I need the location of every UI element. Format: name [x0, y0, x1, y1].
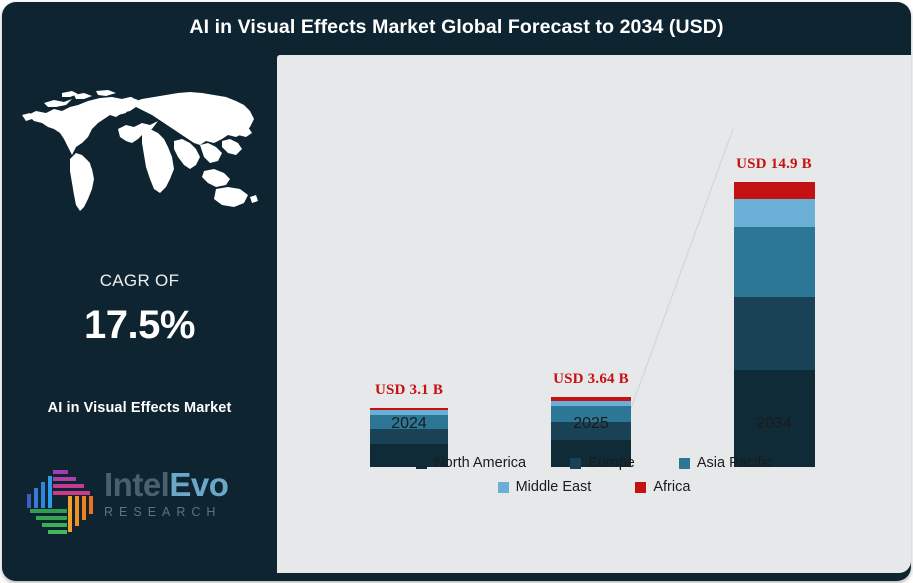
- bar-stack[interactable]: [733, 182, 815, 467]
- legend-label: Europe: [588, 455, 635, 471]
- logo-word-primary: Intel: [104, 466, 170, 503]
- stacked-bar-chart: USD 3.1 B 2024 USD 3.64 B 2025 USD 14.9 B 203…: [277, 55, 911, 573]
- bar-segment[interactable]: [370, 410, 448, 416]
- x-axis-label: 2034: [756, 415, 792, 432]
- bar-segment[interactable]: [551, 439, 631, 467]
- legend-label: Middle East: [515, 479, 592, 495]
- sidebar: CAGR OF 17.5% AI in Visual Effects Marke…: [2, 55, 277, 581]
- chart-legend: North America Europe Asia Pacific Middle E…: [277, 455, 911, 503]
- x-axis-label: 2025: [573, 415, 609, 432]
- bar-group: USD 14.9 B 2034: [694, 55, 854, 573]
- bar-segment[interactable]: [370, 428, 448, 444]
- cagr-value: 17.5%: [84, 303, 195, 347]
- legend-row-secondary: Middle East Africa: [277, 479, 911, 495]
- bar-stack[interactable]: [370, 407, 448, 467]
- bar-stack[interactable]: [551, 397, 631, 467]
- legend-swatch-icon: [497, 481, 509, 493]
- x-axis-label: 2024: [391, 415, 427, 432]
- bar-total-label: USD 3.1 B: [374, 381, 444, 398]
- market-name-label: AI in Visual Effects Market: [47, 400, 232, 416]
- legend-swatch-icon: [416, 457, 428, 469]
- page-title: AI in Visual Effects Market Global Forec…: [189, 16, 724, 38]
- legend-swatch-icon: [635, 481, 647, 493]
- logo-wordmark: IntelEvo: [104, 466, 262, 504]
- bar-segment[interactable]: [370, 443, 448, 467]
- bar-segment[interactable]: [551, 397, 631, 401]
- legend-item[interactable]: Africa: [635, 479, 690, 495]
- legend-label: North America: [434, 455, 527, 471]
- bar-total-label: USD 3.64 B: [553, 371, 629, 388]
- bar-segment[interactable]: [733, 297, 815, 371]
- cagr-caption: CAGR OF: [99, 271, 180, 290]
- bar-segment[interactable]: [733, 198, 815, 228]
- legend-swatch-icon: [678, 457, 690, 469]
- legend-item[interactable]: Europe: [570, 455, 635, 471]
- bar-segment[interactable]: [551, 400, 631, 407]
- legend-label: Asia Pacific: [696, 455, 772, 471]
- bar-segment[interactable]: [733, 227, 815, 298]
- bar-segment[interactable]: [370, 415, 448, 429]
- logo-subtitle: RESEARCH: [104, 505, 222, 519]
- logo-word-secondary: Evo: [169, 466, 229, 503]
- world-map-icon: [18, 85, 262, 213]
- legend-item[interactable]: Middle East: [497, 479, 592, 495]
- brand-logo[interactable]: IntelEvo RESEARCH: [22, 460, 262, 540]
- legend-row-primary: North America Europe Asia Pacific: [277, 455, 911, 471]
- bar-segment[interactable]: [551, 406, 631, 422]
- legend-item[interactable]: Asia Pacific: [678, 455, 772, 471]
- bar-segment[interactable]: [370, 407, 448, 411]
- legend-item[interactable]: North America: [416, 455, 526, 471]
- legend-swatch-icon: [570, 457, 582, 469]
- bar-segment[interactable]: [733, 182, 815, 199]
- logo-text: IntelEvo RESEARCH: [104, 466, 262, 520]
- bar-segment[interactable]: [551, 421, 631, 440]
- bar-segment[interactable]: [733, 370, 815, 467]
- intelevo-pinwheel-icon: [22, 464, 98, 540]
- legend-label: Africa: [653, 479, 691, 495]
- bar-group: USD 3.1 B 2024: [329, 55, 489, 573]
- bar-total-label: USD 14.9 B: [736, 156, 812, 172]
- bar-group: USD 3.64 B 2025: [511, 55, 671, 573]
